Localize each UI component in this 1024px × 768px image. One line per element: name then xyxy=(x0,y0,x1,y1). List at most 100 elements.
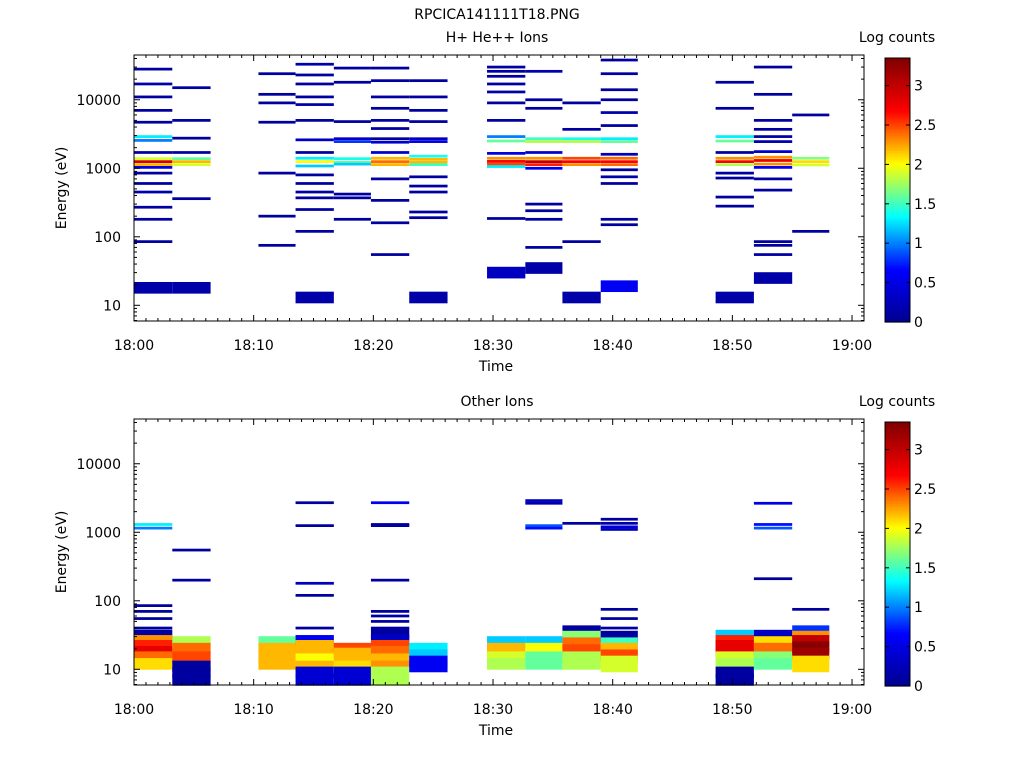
colorbar-swatch xyxy=(885,77,910,81)
heatmap-cells xyxy=(134,58,830,304)
colorbar-swatch xyxy=(885,617,910,621)
heatmap-cell xyxy=(333,666,371,679)
x-tick-label: 18:50 xyxy=(712,338,752,354)
colorbar-swatch xyxy=(885,468,910,471)
heatmap-cell xyxy=(172,660,211,673)
colorbar-swatch xyxy=(885,573,910,577)
colorbar-swatch xyxy=(885,448,910,452)
heatmap-cell xyxy=(295,151,334,154)
heatmap-cell xyxy=(295,119,334,122)
colorbar-swatch xyxy=(885,578,910,581)
colorbar-swatch xyxy=(885,518,910,522)
heatmap-cell xyxy=(600,72,638,76)
heatmap-cell xyxy=(562,163,601,167)
heatmap-cell xyxy=(600,617,638,620)
x-tick-label: 18:40 xyxy=(593,338,633,354)
heatmap-cell xyxy=(409,79,448,83)
heatmap-cell xyxy=(333,157,371,161)
heatmap-cell xyxy=(600,163,638,167)
heatmap-cell xyxy=(370,578,410,582)
heatmap-cell xyxy=(525,651,563,664)
heatmap-cell xyxy=(600,58,638,62)
colorbar-swatch xyxy=(885,424,910,427)
y-tick-label: 100 xyxy=(94,594,121,610)
heatmap-cell xyxy=(409,649,448,662)
y-tick-label: 1000 xyxy=(85,161,121,177)
heatmap-cell xyxy=(370,79,410,83)
colorbar-swatch xyxy=(885,582,910,586)
colorbar-swatch xyxy=(885,176,910,180)
heatmap-cell xyxy=(172,163,211,167)
colorbar-swatch xyxy=(885,102,910,105)
colorbar-swatch xyxy=(885,150,910,154)
heatmap-cell xyxy=(753,162,793,166)
colorbar-swatch xyxy=(885,637,910,641)
x-tick-label: 18:10 xyxy=(233,702,273,718)
colorbar-swatch xyxy=(885,620,910,623)
colorbar-swatch xyxy=(885,565,910,568)
colorbar-swatch xyxy=(885,216,910,220)
heatmap-cell xyxy=(525,151,563,154)
colorbar-swatch xyxy=(885,609,910,612)
heatmap-cell xyxy=(370,620,410,623)
heatmap-cell xyxy=(525,501,563,505)
heatmap-cell xyxy=(370,127,410,130)
colorbar-swatch xyxy=(885,516,910,520)
colorbar-swatch xyxy=(885,477,910,480)
heatmap-cell xyxy=(295,593,334,597)
colorbar-tick-label: 0 xyxy=(914,679,923,695)
heatmap-cell xyxy=(562,291,601,304)
heatmap-cell xyxy=(134,626,173,630)
colorbar-swatch xyxy=(885,593,910,597)
heatmap-cell xyxy=(487,217,526,220)
heatmap-cell xyxy=(172,160,211,164)
heatmap-cell xyxy=(487,151,526,155)
heatmap-cell xyxy=(562,521,601,525)
colorbar-frame xyxy=(884,57,911,323)
heatmap-cell xyxy=(600,140,638,143)
colorbar-swatch xyxy=(885,260,910,264)
heatmap-cell xyxy=(409,108,448,112)
colorbar-swatch xyxy=(885,666,910,669)
heatmap-cell xyxy=(172,674,211,686)
x-tick-label: 18:50 xyxy=(712,702,752,718)
colorbar-swatch xyxy=(885,510,910,513)
heatmap-cell xyxy=(525,658,563,670)
heatmap-cell xyxy=(600,649,638,662)
colorbar-swatch xyxy=(885,681,910,685)
colorbar-swatch xyxy=(885,192,910,195)
colorbar-swatch xyxy=(885,554,910,557)
colorbar-swatch xyxy=(885,433,910,436)
heatmap-cell xyxy=(333,217,371,221)
colorbar-swatch xyxy=(885,426,910,430)
heatmap-cell xyxy=(562,630,601,643)
colorbar-swatch xyxy=(885,512,910,515)
heatmap-cell xyxy=(753,642,793,655)
colorbar-label: Log counts xyxy=(859,30,935,46)
heatmap-cell xyxy=(258,651,296,664)
colorbar-swatch xyxy=(885,300,910,303)
colorbar-swatch xyxy=(885,302,910,305)
colorbar-swatch xyxy=(885,62,910,66)
colorbar-swatch xyxy=(885,198,910,202)
heatmap-cell xyxy=(525,642,563,655)
heatmap-cell xyxy=(600,217,638,221)
heatmap-cell xyxy=(134,182,173,185)
panel-title: H+ He++ Ions xyxy=(446,30,549,46)
x-tick-label: 19:00 xyxy=(832,702,872,718)
heatmap-cell xyxy=(370,119,410,122)
colorbar-swatch xyxy=(885,119,910,123)
colorbar-swatch xyxy=(885,485,910,489)
heatmap-cell xyxy=(600,660,638,673)
colorbar-swatch xyxy=(885,639,910,643)
heatmap-cell xyxy=(525,106,563,110)
heatmap-cell xyxy=(525,499,563,502)
heatmap-cell xyxy=(258,243,296,247)
colorbar-swatch xyxy=(885,598,910,601)
heatmap-cell xyxy=(600,517,638,521)
heatmap-cell xyxy=(525,69,563,73)
colorbar-swatch xyxy=(885,209,910,213)
colorbar-swatch xyxy=(885,168,910,171)
colorbar-swatch xyxy=(885,492,910,496)
colorbar-swatch xyxy=(885,225,910,228)
